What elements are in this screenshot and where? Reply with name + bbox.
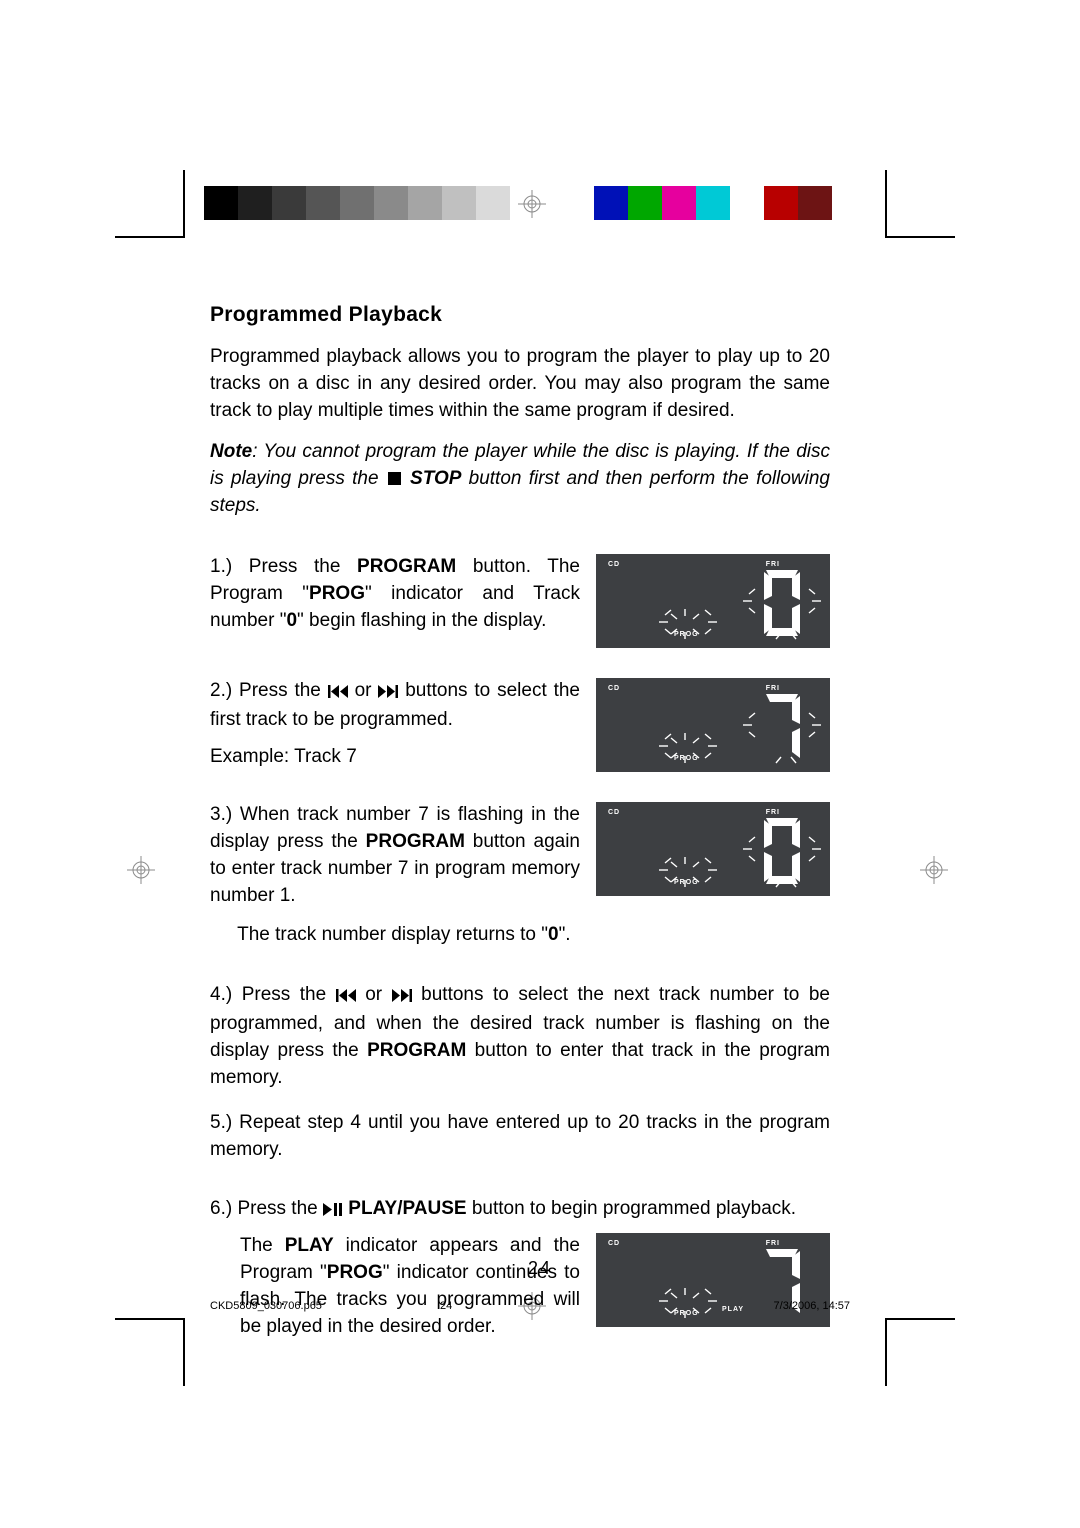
step-text: 2.) Press the or buttons to select the f… — [210, 678, 596, 771]
step-text: 3.) When track number 7 is flashing in t… — [210, 802, 596, 910]
section-title: Programmed Playback — [210, 300, 830, 330]
skip-back-icon — [328, 680, 348, 707]
text-bold: PROGRAM — [366, 831, 465, 852]
text-bold: PROGRAM — [357, 556, 456, 577]
play-pause-icon — [323, 1198, 343, 1225]
step-6: 6.) Press the PLAY/PAUSE button to begin… — [210, 1196, 830, 1225]
text-bold: PLAY/PAUSE — [343, 1198, 472, 1219]
page-number: 24 — [0, 1258, 1080, 1279]
step-3-sub: 3.) The track number display returns to … — [210, 922, 830, 949]
skip-back-icon — [336, 984, 356, 1011]
text: " begin flashing in the display. — [297, 610, 546, 631]
text: 4.) Press the — [210, 984, 336, 1005]
swatch — [628, 186, 662, 220]
footer-bar: CKD5809_030706.p65 24 7/3/2006, 14:57 — [210, 1296, 850, 1316]
swatch — [238, 186, 272, 220]
crop-mark — [885, 236, 955, 238]
swatch — [374, 186, 408, 220]
registration-mark-icon — [518, 190, 546, 218]
text: The — [240, 1235, 285, 1256]
crop-mark — [115, 236, 185, 238]
text-bold: PROGRAM — [367, 1040, 466, 1061]
swatch — [306, 186, 340, 220]
step-text: The PLAY indicator appears and the Progr… — [210, 1233, 596, 1341]
crop-mark — [183, 170, 185, 238]
text: or — [348, 680, 379, 701]
step-5: 5.) Repeat step 4 until you have entered… — [210, 1110, 830, 1164]
lcd-display: CDFRIPROG — [596, 554, 830, 648]
swatch — [442, 186, 476, 220]
swatch — [594, 186, 628, 220]
step-4: 4.) Press the or buttons to select the n… — [210, 982, 830, 1092]
lcd-display: CDFRIPROG — [596, 678, 830, 772]
stop-icon — [388, 472, 401, 485]
step-text: 1.) Press the PROGRAM button. The Progra… — [210, 554, 596, 635]
swatch — [340, 186, 374, 220]
text-bold: 0 — [548, 924, 559, 945]
crop-mark — [885, 1318, 955, 1320]
footer-date: 7/3/2006, 14:57 — [774, 1300, 850, 1312]
crop-mark — [885, 1318, 887, 1386]
swatch — [764, 186, 798, 220]
text: 1.) Press the — [210, 556, 357, 577]
swatch — [730, 186, 764, 220]
crop-mark — [115, 1318, 185, 1320]
note-label: Note — [210, 441, 252, 462]
text-bold: PROG — [309, 583, 365, 604]
example-text: Example: Track 7 — [210, 744, 580, 771]
swatch — [560, 186, 594, 220]
text: button to begin programmed playback. — [472, 1198, 796, 1219]
step-6-cont: The PLAY indicator appears and the Progr… — [210, 1233, 830, 1341]
text: ". — [559, 924, 571, 945]
registration-mark-icon — [127, 856, 155, 884]
footer-filename: CKD5809_030706.p65 — [210, 1300, 440, 1312]
skip-forward-icon — [378, 680, 398, 707]
swatch — [696, 186, 730, 220]
crop-mark — [885, 170, 887, 238]
skip-forward-icon — [392, 984, 412, 1011]
crop-mark — [183, 1318, 185, 1386]
intro-paragraph: Programmed playback allows you to progra… — [210, 344, 830, 425]
registration-mark-icon — [920, 856, 948, 884]
swatch — [476, 186, 510, 220]
text: 6.) Press the — [210, 1198, 323, 1219]
lcd-display: CDFRIPROG — [596, 802, 830, 896]
note-paragraph: Note: You cannot program the player whil… — [210, 439, 830, 520]
swatch — [408, 186, 442, 220]
text: The track number display returns to " — [237, 924, 548, 945]
swatch — [204, 186, 238, 220]
text-bold: 0 — [286, 610, 297, 631]
text-bold: PLAY — [285, 1235, 334, 1256]
text: 2.) Press the — [210, 680, 328, 701]
swatch — [272, 186, 306, 220]
swatch — [662, 186, 696, 220]
text: or — [356, 984, 392, 1005]
swatch — [798, 186, 832, 220]
step-2: 2.) Press the or buttons to select the f… — [210, 678, 830, 772]
step-1: 1.) Press the PROGRAM button. The Progra… — [210, 554, 830, 648]
page-content: Programmed Playback Programmed playback … — [210, 300, 830, 1371]
stop-label: STOP — [410, 468, 461, 489]
step-3: 3.) When track number 7 is flashing in t… — [210, 802, 830, 910]
footer-page: 24 — [440, 1300, 590, 1312]
